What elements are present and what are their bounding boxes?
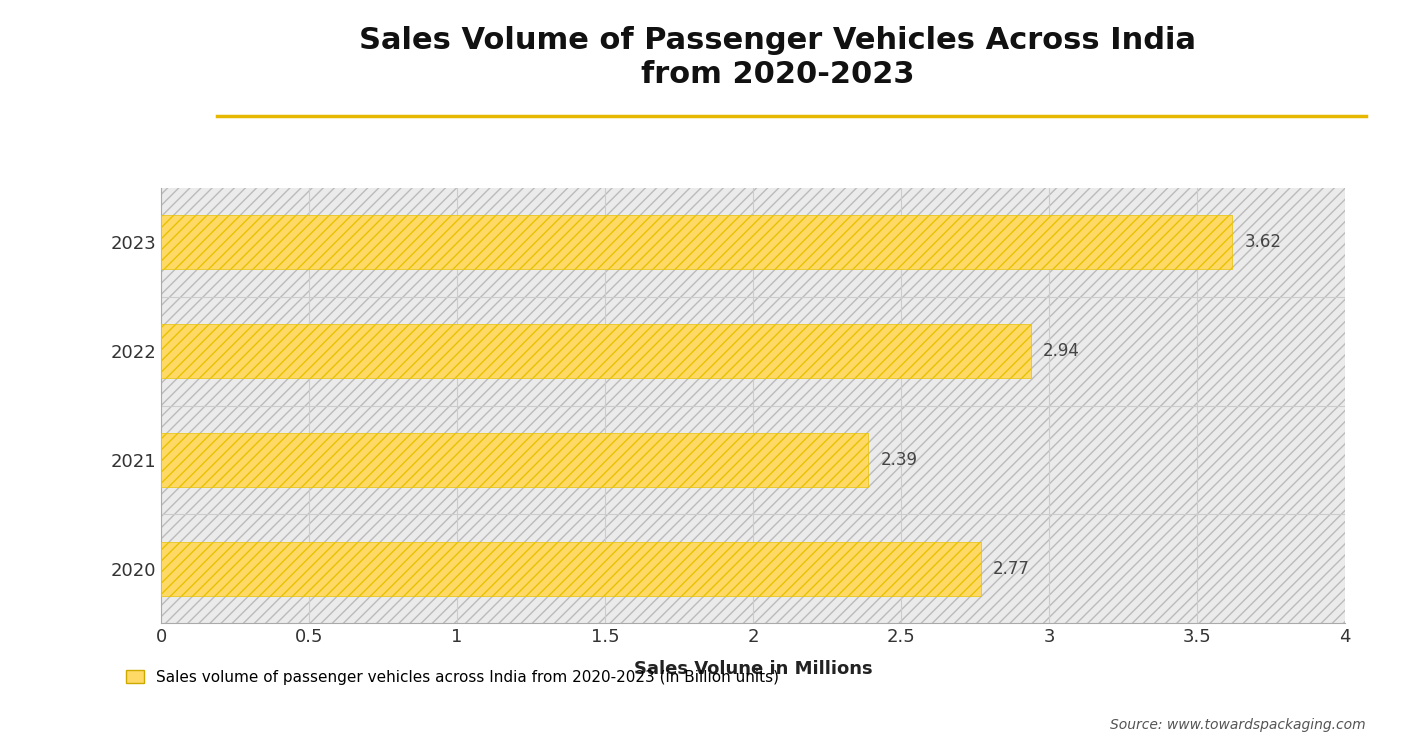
Bar <box>161 541 981 596</box>
Text: Source: www.towardspackaging.com: Source: www.towardspackaging.com <box>1111 718 1366 732</box>
Text: 3.62: 3.62 <box>1244 234 1282 251</box>
Text: 2.77: 2.77 <box>993 560 1030 578</box>
Bar <box>161 324 1031 379</box>
Text: 2.94: 2.94 <box>1044 342 1080 360</box>
Bar <box>161 433 869 487</box>
Text: Sales Volume of Passenger Vehicles Across India
from 2020-2023: Sales Volume of Passenger Vehicles Acros… <box>359 26 1196 89</box>
X-axis label: Sales Volune in Millions: Sales Volune in Millions <box>633 660 873 678</box>
Bar <box>161 215 1233 270</box>
FancyBboxPatch shape <box>161 188 1345 623</box>
Text: 2.39: 2.39 <box>880 451 918 469</box>
Legend: Sales volume of passenger vehicles across India from 2020-2023 (in Billion units: Sales volume of passenger vehicles acros… <box>119 664 786 691</box>
